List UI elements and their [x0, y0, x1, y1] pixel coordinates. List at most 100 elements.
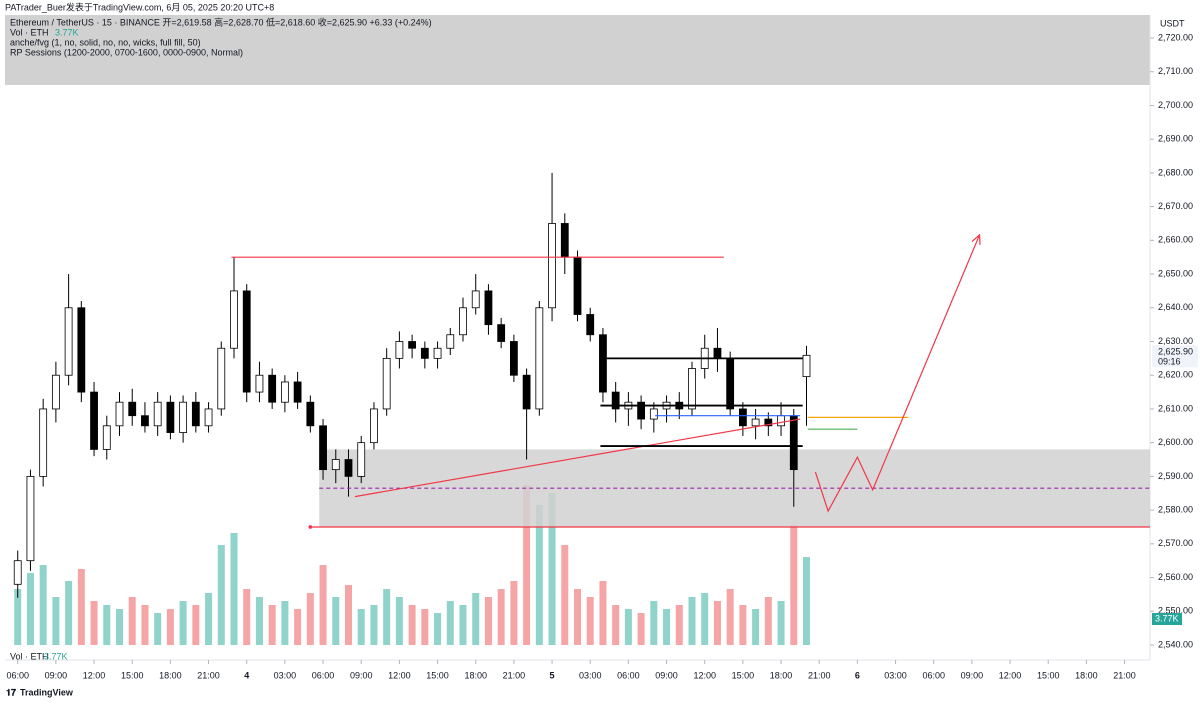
y-tick-label: 2,640.00	[1158, 302, 1193, 312]
volume-bar	[421, 609, 429, 645]
volume-bar	[586, 597, 594, 645]
volume-bar	[612, 605, 620, 645]
x-tick-label: 21:00	[808, 670, 831, 680]
volume-bar	[752, 609, 760, 645]
volume-bar	[663, 609, 671, 645]
volume-bar	[166, 609, 174, 645]
candle-body	[204, 408, 213, 427]
candle-body	[242, 290, 251, 393]
volume-pane-value: 3.77K	[44, 651, 68, 661]
volume-bar	[764, 597, 772, 645]
legend-volume-value: 3.77K	[55, 27, 79, 37]
x-tick-label: 12:00	[83, 670, 106, 680]
y-tick-label: 2,690.00	[1158, 134, 1193, 144]
candle-body	[599, 334, 607, 393]
volume-bar	[217, 545, 225, 645]
y-tick-label: 2,630.00	[1158, 336, 1193, 346]
volume-bar	[268, 605, 276, 645]
volume-bar	[332, 597, 340, 645]
volume-bar	[790, 525, 798, 645]
volume-bar	[26, 573, 34, 645]
candle-body	[268, 374, 277, 403]
attribution: PATrader_Buer发表于TradingView.com, 6月 05, …	[5, 1, 274, 12]
y-tick-label: 2,570.00	[1158, 538, 1193, 548]
candle-body	[217, 347, 226, 410]
candle-body	[141, 415, 149, 427]
volume-bar	[395, 597, 403, 645]
volume-bar	[523, 485, 531, 645]
volume-bar	[624, 609, 632, 645]
x-tick-label: 18:00	[464, 670, 487, 680]
volume-bar	[637, 613, 645, 645]
volume-bar	[497, 589, 505, 645]
x-tick-label: 21:00	[503, 670, 526, 680]
volume-bar	[14, 589, 22, 645]
x-tick-label: 18:00	[1075, 670, 1098, 680]
drawing-line	[354, 418, 801, 498]
volume-bar	[561, 545, 569, 645]
footer-logo: TradingView	[20, 687, 74, 697]
candle-body	[382, 357, 391, 410]
candle-body	[548, 223, 556, 309]
volume-bar	[548, 493, 556, 645]
candle-body	[102, 425, 111, 450]
volume-bar	[319, 565, 327, 645]
volume-bar	[243, 589, 251, 645]
volume-bar	[739, 605, 747, 645]
y-tick-label: 2,670.00	[1158, 201, 1193, 211]
y-tick-label: 2,580.00	[1158, 504, 1193, 514]
x-tick-label: 15:00	[732, 670, 755, 680]
volume-bar	[510, 581, 518, 645]
candle-body	[777, 415, 785, 427]
candle-body	[357, 442, 366, 477]
volume-bar	[777, 601, 785, 645]
last-price-label: 2,625.90	[1158, 347, 1193, 357]
candle-body	[306, 401, 315, 427]
x-tick-label: 06:00	[312, 670, 335, 680]
candle-body	[789, 415, 798, 471]
candle-body	[230, 290, 238, 349]
x-tick-label: 06:00	[922, 670, 945, 680]
volume-bar	[357, 609, 365, 645]
y-tick-label: 2,660.00	[1158, 235, 1193, 245]
volume-bar	[726, 589, 734, 645]
y-tick-label: 2,560.00	[1158, 572, 1193, 582]
volume-bar	[192, 605, 200, 645]
candle-body	[522, 374, 531, 410]
candle-body	[64, 307, 73, 376]
volume-bar	[65, 581, 73, 645]
y-tick-label: 2,600.00	[1158, 437, 1193, 447]
y-tick-label: 2,710.00	[1158, 66, 1193, 76]
candle-body	[560, 223, 569, 258]
volume-bar	[701, 593, 709, 645]
candle-body	[26, 475, 35, 562]
candle-body	[433, 347, 442, 359]
x-tick-label: 15:00	[426, 670, 449, 680]
candle-body	[153, 401, 162, 427]
y-tick-label: 2,540.00	[1158, 639, 1193, 649]
candle-body	[738, 408, 747, 427]
candle-body	[13, 560, 22, 585]
volume-bar	[383, 589, 391, 645]
candle-body	[39, 408, 48, 477]
volume-bar	[205, 593, 213, 645]
x-tick-label: 06:00	[6, 670, 29, 680]
volume-bar	[713, 601, 721, 645]
drawing-arrow	[814, 234, 981, 513]
x-tick-label: 12:00	[693, 670, 716, 680]
y-tick-label: 2,610.00	[1158, 403, 1193, 413]
candle-body	[280, 381, 289, 403]
candle-body	[459, 307, 467, 336]
volume-bar	[52, 597, 60, 645]
x-tick-label: 4	[244, 670, 249, 680]
y-tick-label: 2,700.00	[1158, 100, 1193, 110]
candle-body	[649, 408, 658, 420]
volume-label-box	[1152, 613, 1182, 625]
legend-indicator: RP Sessions (1200-2000, 0700-1600, 0000-…	[10, 47, 243, 57]
x-tick-label: 18:00	[770, 670, 793, 680]
volume-bar	[281, 601, 289, 645]
legend-symbol: Ethereum / TetherUS · 15 · BINANCE 开=2,6…	[10, 16, 432, 27]
y-tick-label: 2,680.00	[1158, 167, 1193, 177]
candle-body	[471, 290, 480, 309]
